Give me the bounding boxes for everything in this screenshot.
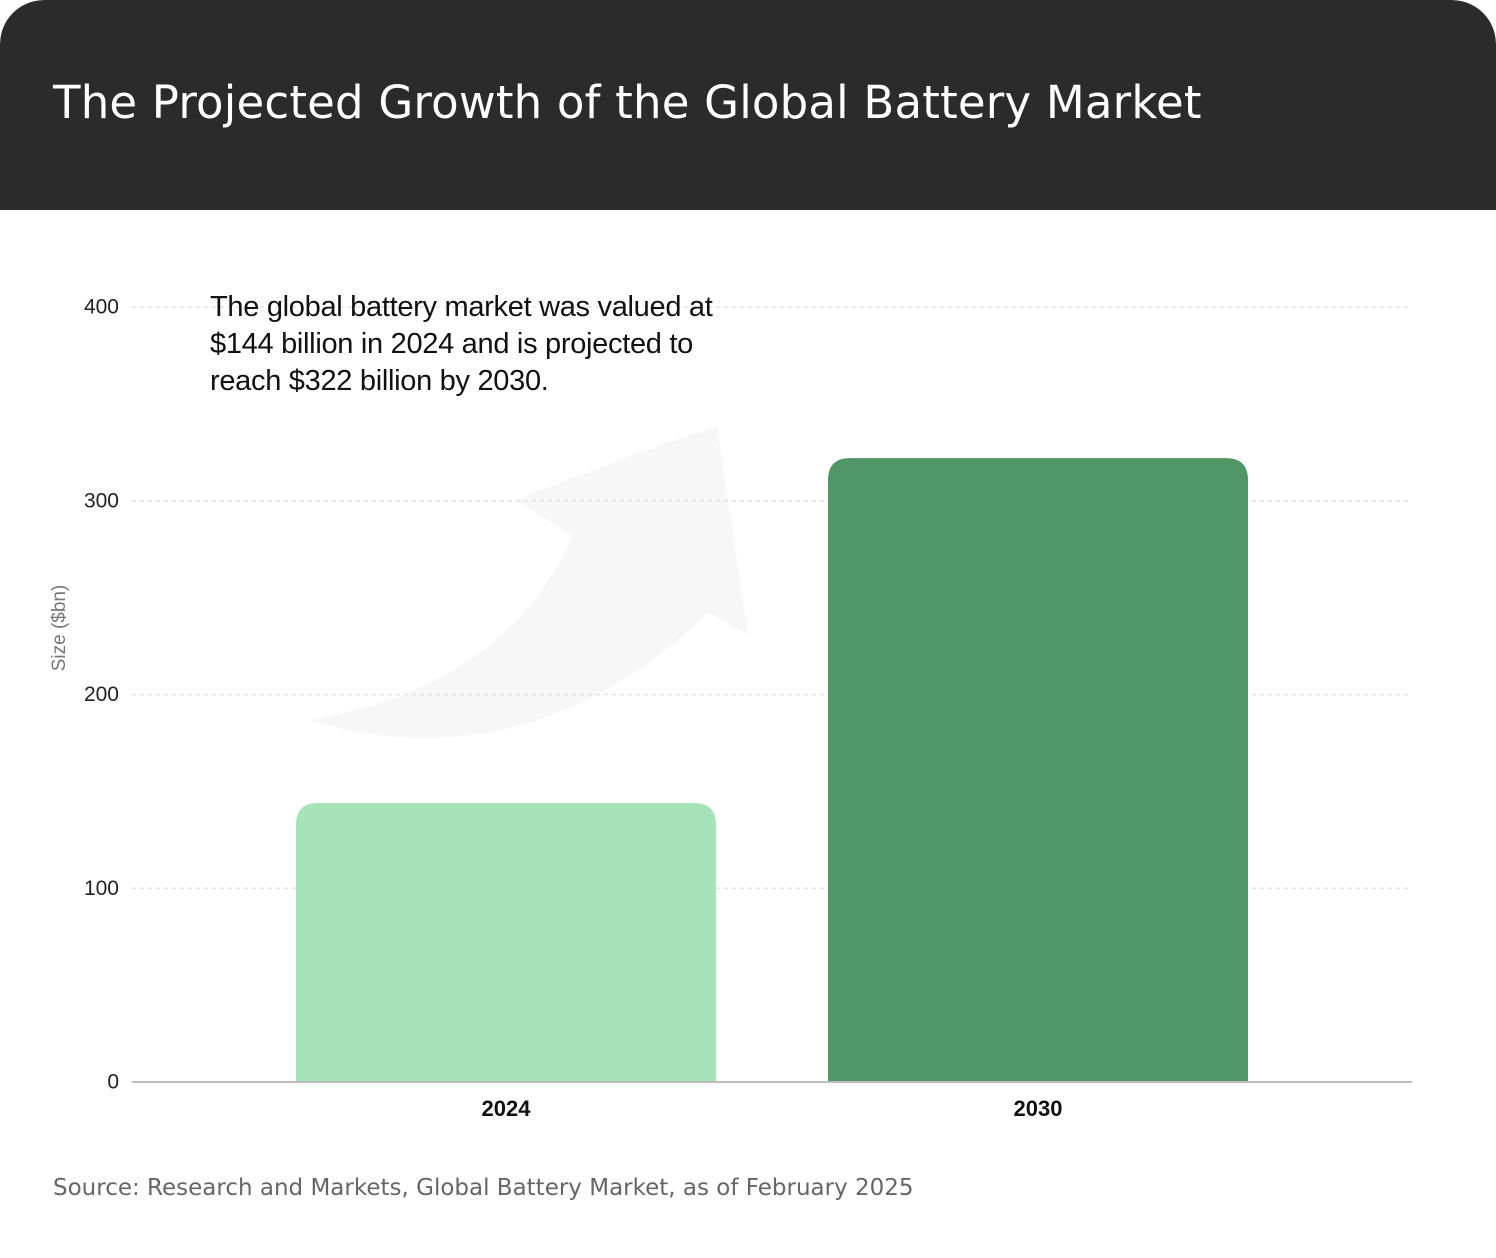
bar-2030 [828, 458, 1248, 1082]
y-tick-label: 0 [107, 1071, 119, 1094]
y-tick-label: 200 [84, 683, 119, 706]
chart-title: The Projected Growth of the Global Batte… [53, 76, 1202, 129]
x-tick-label: 2030 [1014, 1096, 1063, 1121]
bar-2024 [296, 803, 716, 1082]
axes: 0 100 200 300 400 2024 2030 Size ($bn) [49, 296, 1412, 1121]
y-tick-label: 400 [84, 296, 119, 319]
bars [296, 458, 1248, 1082]
y-tick-label: 300 [84, 489, 119, 512]
y-tick-label: 100 [84, 877, 119, 900]
y-axis-label: Size ($bn) [49, 585, 70, 672]
title-banner: The Projected Growth of the Global Batte… [0, 0, 1496, 210]
source-note: Source: Research and Markets, Global Bat… [53, 1175, 914, 1201]
growth-arrow-decoration [310, 427, 748, 739]
x-tick-label: 2024 [482, 1096, 532, 1121]
chart-annotation: The global battery market was valued at … [210, 291, 713, 397]
